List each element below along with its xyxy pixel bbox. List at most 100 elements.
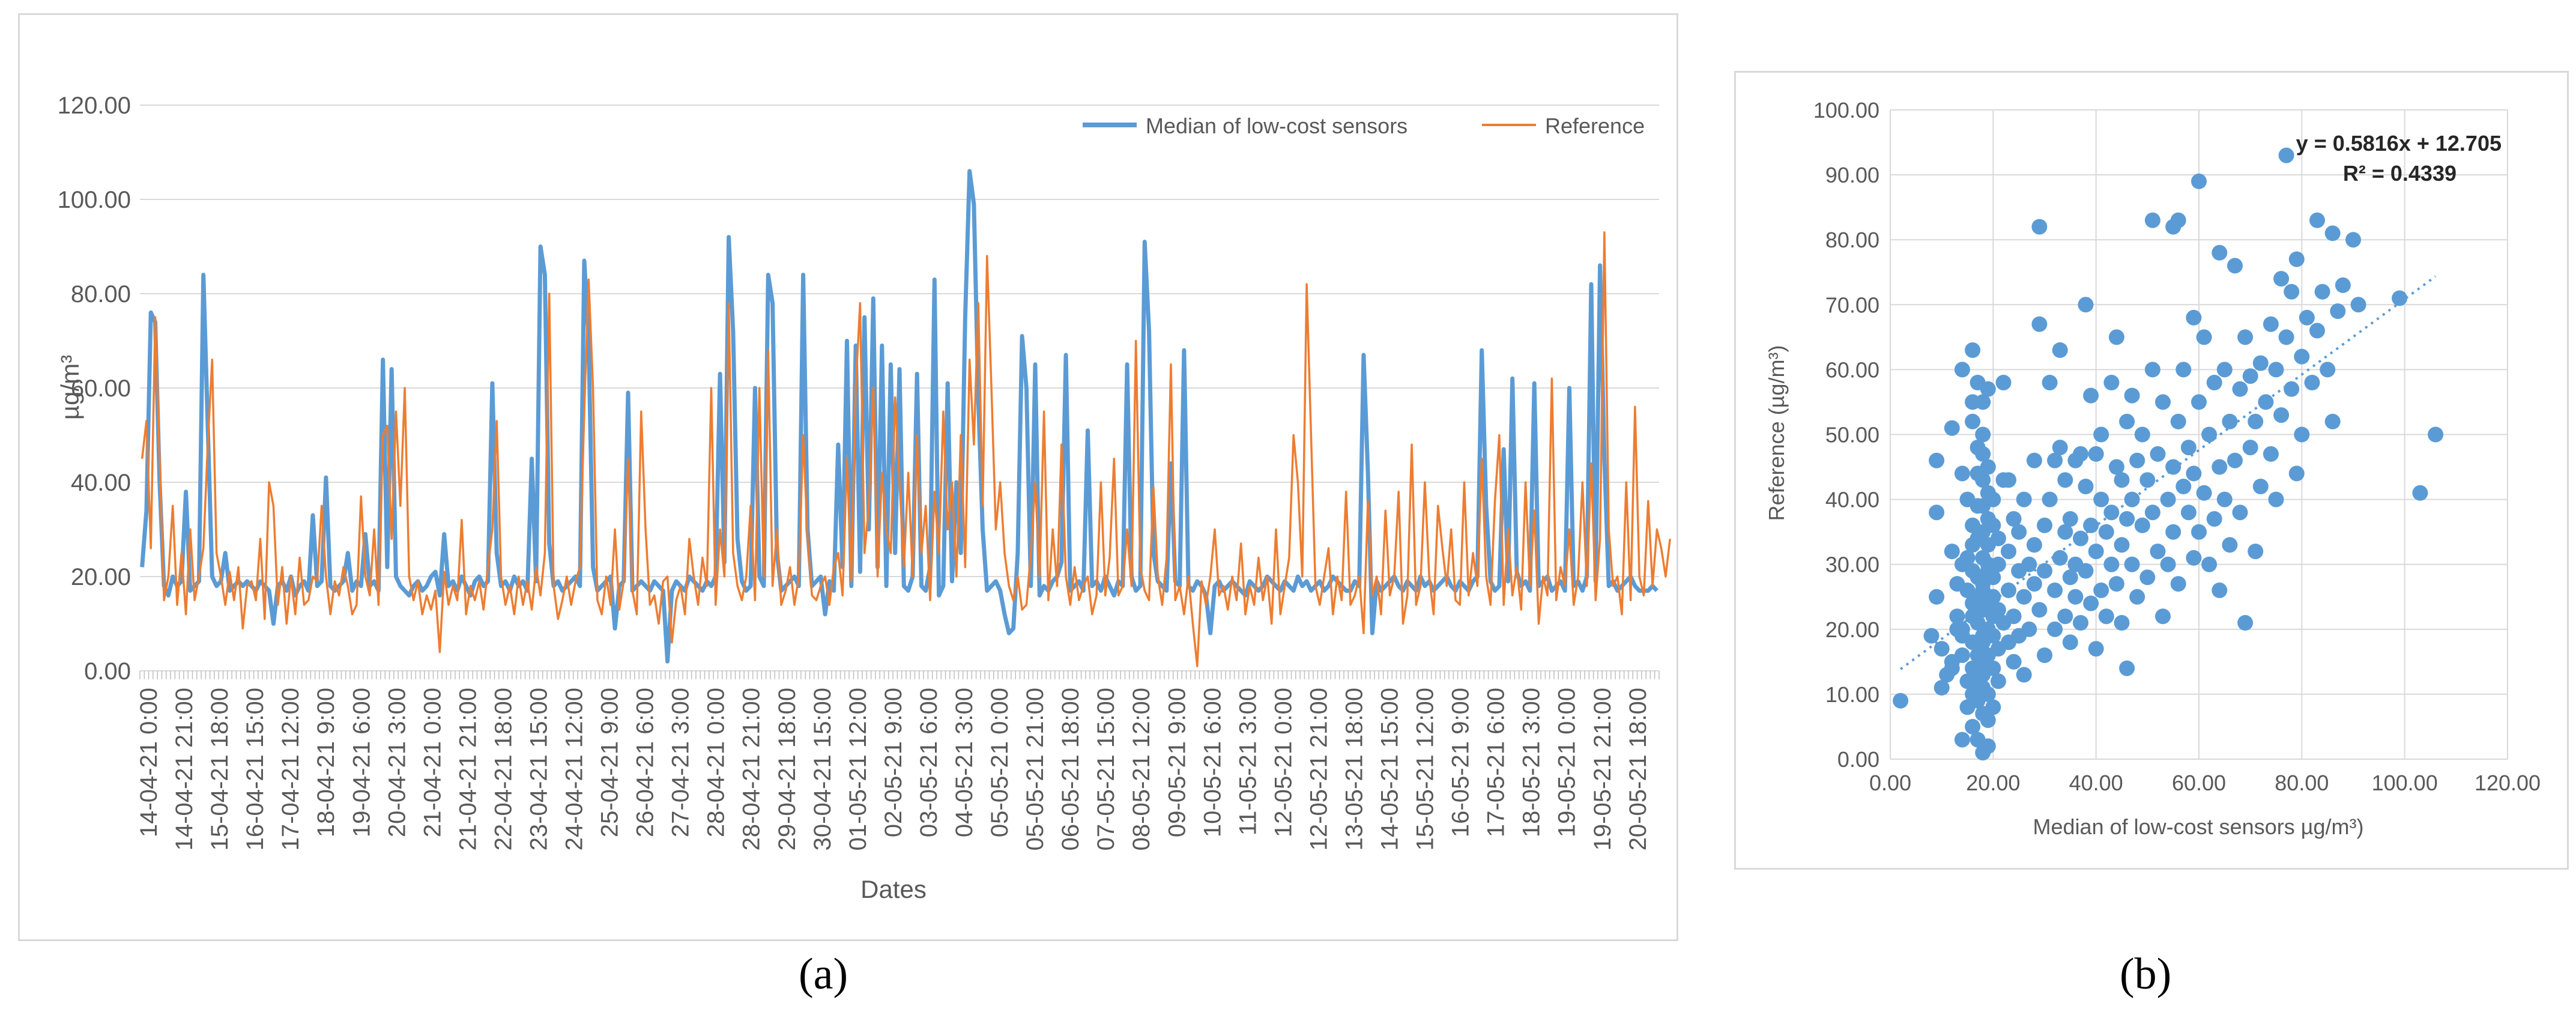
scatter-point <box>1975 394 1991 410</box>
scatter-point <box>2078 297 2094 313</box>
scatter-point <box>2186 309 2202 326</box>
scatter-point <box>2263 446 2279 462</box>
scatter-point <box>1975 446 1991 462</box>
scatter-point <box>2191 394 2207 410</box>
scatter-point <box>1954 362 1970 378</box>
x-tick-label: 16-05-21 9:00 <box>1448 688 1474 837</box>
scatter-point <box>2165 524 2181 540</box>
scatter-point <box>1929 589 1945 605</box>
scatter-point <box>2294 348 2310 365</box>
scatter-point <box>1990 556 2006 572</box>
scatter-point <box>2134 517 2150 533</box>
scatter-point <box>2212 582 2228 598</box>
scatter-point <box>2288 251 2305 267</box>
x-tick-label: 19-05-21 21:00 <box>1589 688 1616 850</box>
scatter-point <box>1985 660 2001 676</box>
scatter-point <box>1990 530 2006 547</box>
scatter-point <box>2273 271 2290 287</box>
scatter-point <box>1980 686 1996 702</box>
y-tick-label: 100.00 <box>58 187 131 213</box>
legend-label-reference: Reference <box>1545 114 1645 138</box>
x-tick-label: 21-04-21 21:00 <box>455 688 481 850</box>
x-axis-title: Dates <box>860 875 927 903</box>
x-tick-label: 10-05-21 6:00 <box>1199 688 1226 837</box>
scatter-point <box>2098 608 2114 625</box>
scatter-point <box>2006 608 2022 625</box>
y-tick-label: 30.00 <box>1825 553 1879 577</box>
scatter-point <box>2201 556 2218 572</box>
scatter-point <box>2016 667 2032 683</box>
caption-b: (b) <box>2120 950 2172 999</box>
scatter-point <box>1965 342 1981 358</box>
scatter-point <box>2242 440 2258 456</box>
y-tick-label: 40.00 <box>1825 488 1879 512</box>
scatter-point <box>2335 277 2351 293</box>
scatter-point <box>1923 628 1940 644</box>
scatter-point <box>2134 426 2150 443</box>
line-chart-panel: 0.00 20.00 40.00 60.00 80.00 100.00 120.00 14-0… <box>18 13 1678 941</box>
scatter-point <box>2144 504 2160 521</box>
scatter-point <box>2206 375 2222 390</box>
reference-series-line <box>141 231 1671 667</box>
x-tick-label: 20-05-21 18:00 <box>1625 688 1651 850</box>
scatter-point <box>2016 589 2032 605</box>
scatter-point <box>2067 589 2084 605</box>
scatter-point <box>2252 479 2269 494</box>
scatter-point <box>2114 615 2130 631</box>
scatter-point <box>2263 316 2279 332</box>
caption-a: (a) <box>799 950 848 999</box>
scatter-point <box>2175 362 2192 378</box>
scatter-point <box>2057 524 2073 540</box>
scatter-point <box>1985 569 2001 586</box>
scatter-point <box>2093 426 2109 443</box>
scatter-point <box>2042 491 2058 507</box>
scatter-point <box>2073 530 2088 547</box>
x-tick-label: 19-05-21 0:00 <box>1554 688 1580 837</box>
scatter-point <box>2237 615 2254 631</box>
scatter-point <box>2155 608 2171 625</box>
x-tick-label: 11-05-21 3:00 <box>1235 688 1261 835</box>
scatter-point <box>2191 524 2207 540</box>
scatter-point <box>2180 440 2197 456</box>
x-tick-label: 17-05-21 6:00 <box>1483 688 1510 837</box>
scatter-point <box>2252 355 2269 371</box>
scatter-point <box>2047 621 2063 637</box>
scatter-point <box>2196 329 2212 345</box>
scatter-point <box>2124 387 2140 404</box>
y-tick-label: 0.00 <box>84 658 131 685</box>
scatter-point <box>2057 608 2073 625</box>
scatter-points <box>1893 147 2444 761</box>
scatter-point <box>2304 375 2320 390</box>
scatter-point <box>2248 544 2264 560</box>
scatter-point <box>1980 738 1996 754</box>
x-tick-label: 14-04-21 21:00 <box>171 688 198 850</box>
scatter-point <box>2047 582 2063 598</box>
line-chart: 0.00 20.00 40.00 60.00 80.00 100.00 120.00 14-0… <box>56 92 1671 903</box>
x-tick-label: 0.00 <box>1869 771 1911 795</box>
scatter-point <box>2412 485 2428 501</box>
scatter-point <box>2062 511 2078 527</box>
x-tick-label: 120.00 <box>2475 771 2541 795</box>
scatter-point <box>2345 232 2361 248</box>
scatter-point <box>2026 537 2042 553</box>
scatter-point <box>2108 329 2124 345</box>
x-tick-label: 22-04-21 18:00 <box>490 688 516 850</box>
y-tick-label: 70.00 <box>1825 292 1879 317</box>
scatter-point <box>1975 472 1991 488</box>
scatter-point <box>2026 576 2042 592</box>
scatter-point <box>2294 426 2310 443</box>
scatter-point <box>1990 673 2006 689</box>
scatter-point <box>1954 647 1970 663</box>
x-tick-label: 21-04-21 0:00 <box>419 688 446 837</box>
scatter-point <box>1934 641 1950 657</box>
y-axis-title: µg/m³ <box>56 355 84 420</box>
scatter-point <box>2001 582 2016 598</box>
x-tick-label: 14-04-21 0:00 <box>136 688 162 837</box>
scatter-point <box>2258 394 2274 410</box>
x-tick-label: 05-05-21 21:00 <box>1022 688 1048 850</box>
scatter-point <box>2001 472 2016 488</box>
scatter-point <box>2186 550 2202 566</box>
scatter-point <box>2206 511 2222 527</box>
scatter-point <box>2216 362 2233 378</box>
scatter-point <box>2108 576 2124 592</box>
